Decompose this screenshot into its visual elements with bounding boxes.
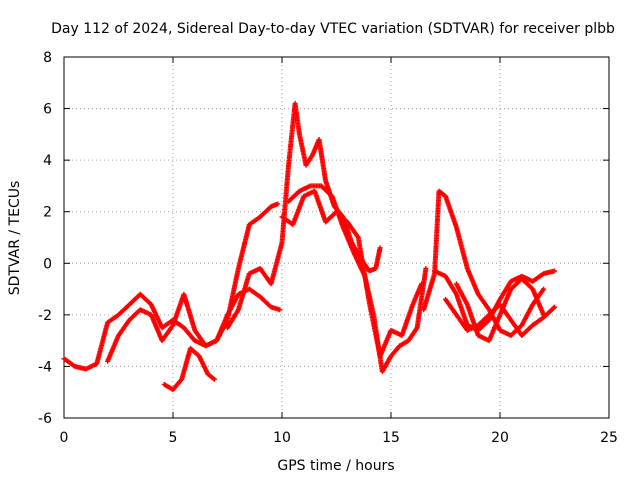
y-tick-label: 2 — [43, 205, 52, 221]
series-track-b — [105, 201, 281, 364]
series-track-j — [453, 276, 547, 344]
series-track-e — [279, 188, 425, 359]
y-tick-label: 4 — [43, 153, 52, 169]
data-point — [423, 265, 429, 271]
chart-title: Day 112 of 2024, Sidereal Day-to-day VTE… — [51, 21, 615, 37]
data-points — [61, 100, 557, 393]
y-tick-label: -2 — [38, 308, 52, 324]
plot-frame — [63, 56, 610, 419]
y-tick-label: -6 — [38, 411, 52, 427]
data-point — [377, 245, 383, 251]
x-axis-title: GPS time / hours — [277, 458, 394, 474]
x-tick-label: 5 — [169, 430, 178, 446]
y-tick-label: 6 — [43, 102, 52, 118]
data-point — [275, 201, 281, 207]
x-tick-label: 0 — [60, 430, 69, 446]
y-tick-label: 8 — [43, 50, 52, 66]
data-point — [552, 268, 557, 274]
x-tick-label: 25 — [600, 430, 618, 446]
series-track-d — [225, 100, 383, 331]
grid — [64, 57, 609, 418]
data-point — [541, 312, 547, 318]
data-point — [277, 307, 283, 313]
y-tick-label: -4 — [38, 359, 52, 375]
data-point — [552, 304, 557, 310]
x-tick-label: 20 — [491, 430, 509, 446]
axis-ticks: 0 5 10 15 20 25 -6 -4 -2 0 2 4 6 8 — [38, 50, 618, 446]
y-tick-label: 0 — [43, 256, 52, 272]
x-tick-label: 15 — [382, 430, 400, 446]
y-axis-title: SDTVAR / TECUs — [7, 181, 23, 296]
data-point — [211, 376, 217, 382]
x-tick-label: 10 — [273, 430, 291, 446]
data-point — [541, 286, 547, 292]
series-track-i — [443, 296, 557, 338]
series-track-c — [161, 345, 217, 393]
series-track-g — [421, 188, 547, 338]
series-track-f — [286, 183, 429, 375]
